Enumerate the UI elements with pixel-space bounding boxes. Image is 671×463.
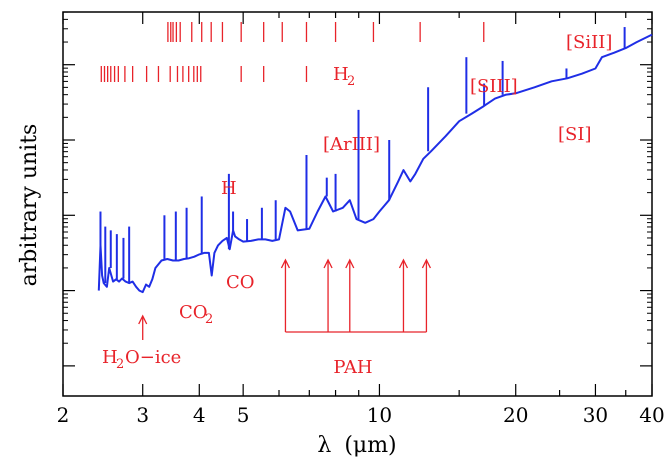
label-co2-sub: 2 [205, 312, 213, 327]
pah-arrow-head [421, 258, 432, 269]
x-tick-label: 40 [639, 403, 664, 427]
pah-arrow-head [280, 258, 291, 269]
spectrum-line [97, 33, 653, 294]
label-sii: [SiII] [566, 32, 612, 53]
x-tick-label: 2 [57, 403, 70, 427]
x-tick-label: 30 [583, 403, 608, 427]
label-pah: PAH [333, 357, 372, 378]
pah-arrow-head [398, 258, 409, 269]
pah-arrow-head [323, 258, 333, 269]
label-co2: CO [179, 302, 208, 323]
label-h2o-ice: O−ice [125, 347, 181, 368]
spectrum-series [97, 27, 653, 294]
ice-arrow-head [138, 314, 148, 325]
label-ariii: [ArIII] [323, 134, 380, 155]
label-co: CO [226, 272, 255, 293]
label-h: H [221, 178, 237, 199]
pah-arrow-head [345, 258, 355, 269]
x-axis-label: λ (μm) [317, 433, 396, 458]
plot-frame [62, 11, 653, 397]
x-tick-label: 4 [193, 403, 206, 427]
plot-border [62, 11, 653, 397]
label-h2o: H [102, 347, 118, 368]
x-tick-label: 5 [237, 403, 250, 427]
x-tick-label: 3 [136, 403, 149, 427]
x-tick-label: 10 [367, 403, 392, 427]
label-siii: [SIII] [470, 76, 518, 97]
label-h2o-sub: 2 [116, 357, 124, 372]
x-tick-label: 20 [503, 403, 528, 427]
y-axis-label: arbitrary units [17, 124, 42, 287]
axes: 2 3 4 5 10 20 30 40 [57, 11, 665, 427]
label-si: [SI] [558, 124, 592, 145]
label-h2: H [333, 64, 349, 85]
label-h2-sub: 2 [347, 74, 355, 89]
